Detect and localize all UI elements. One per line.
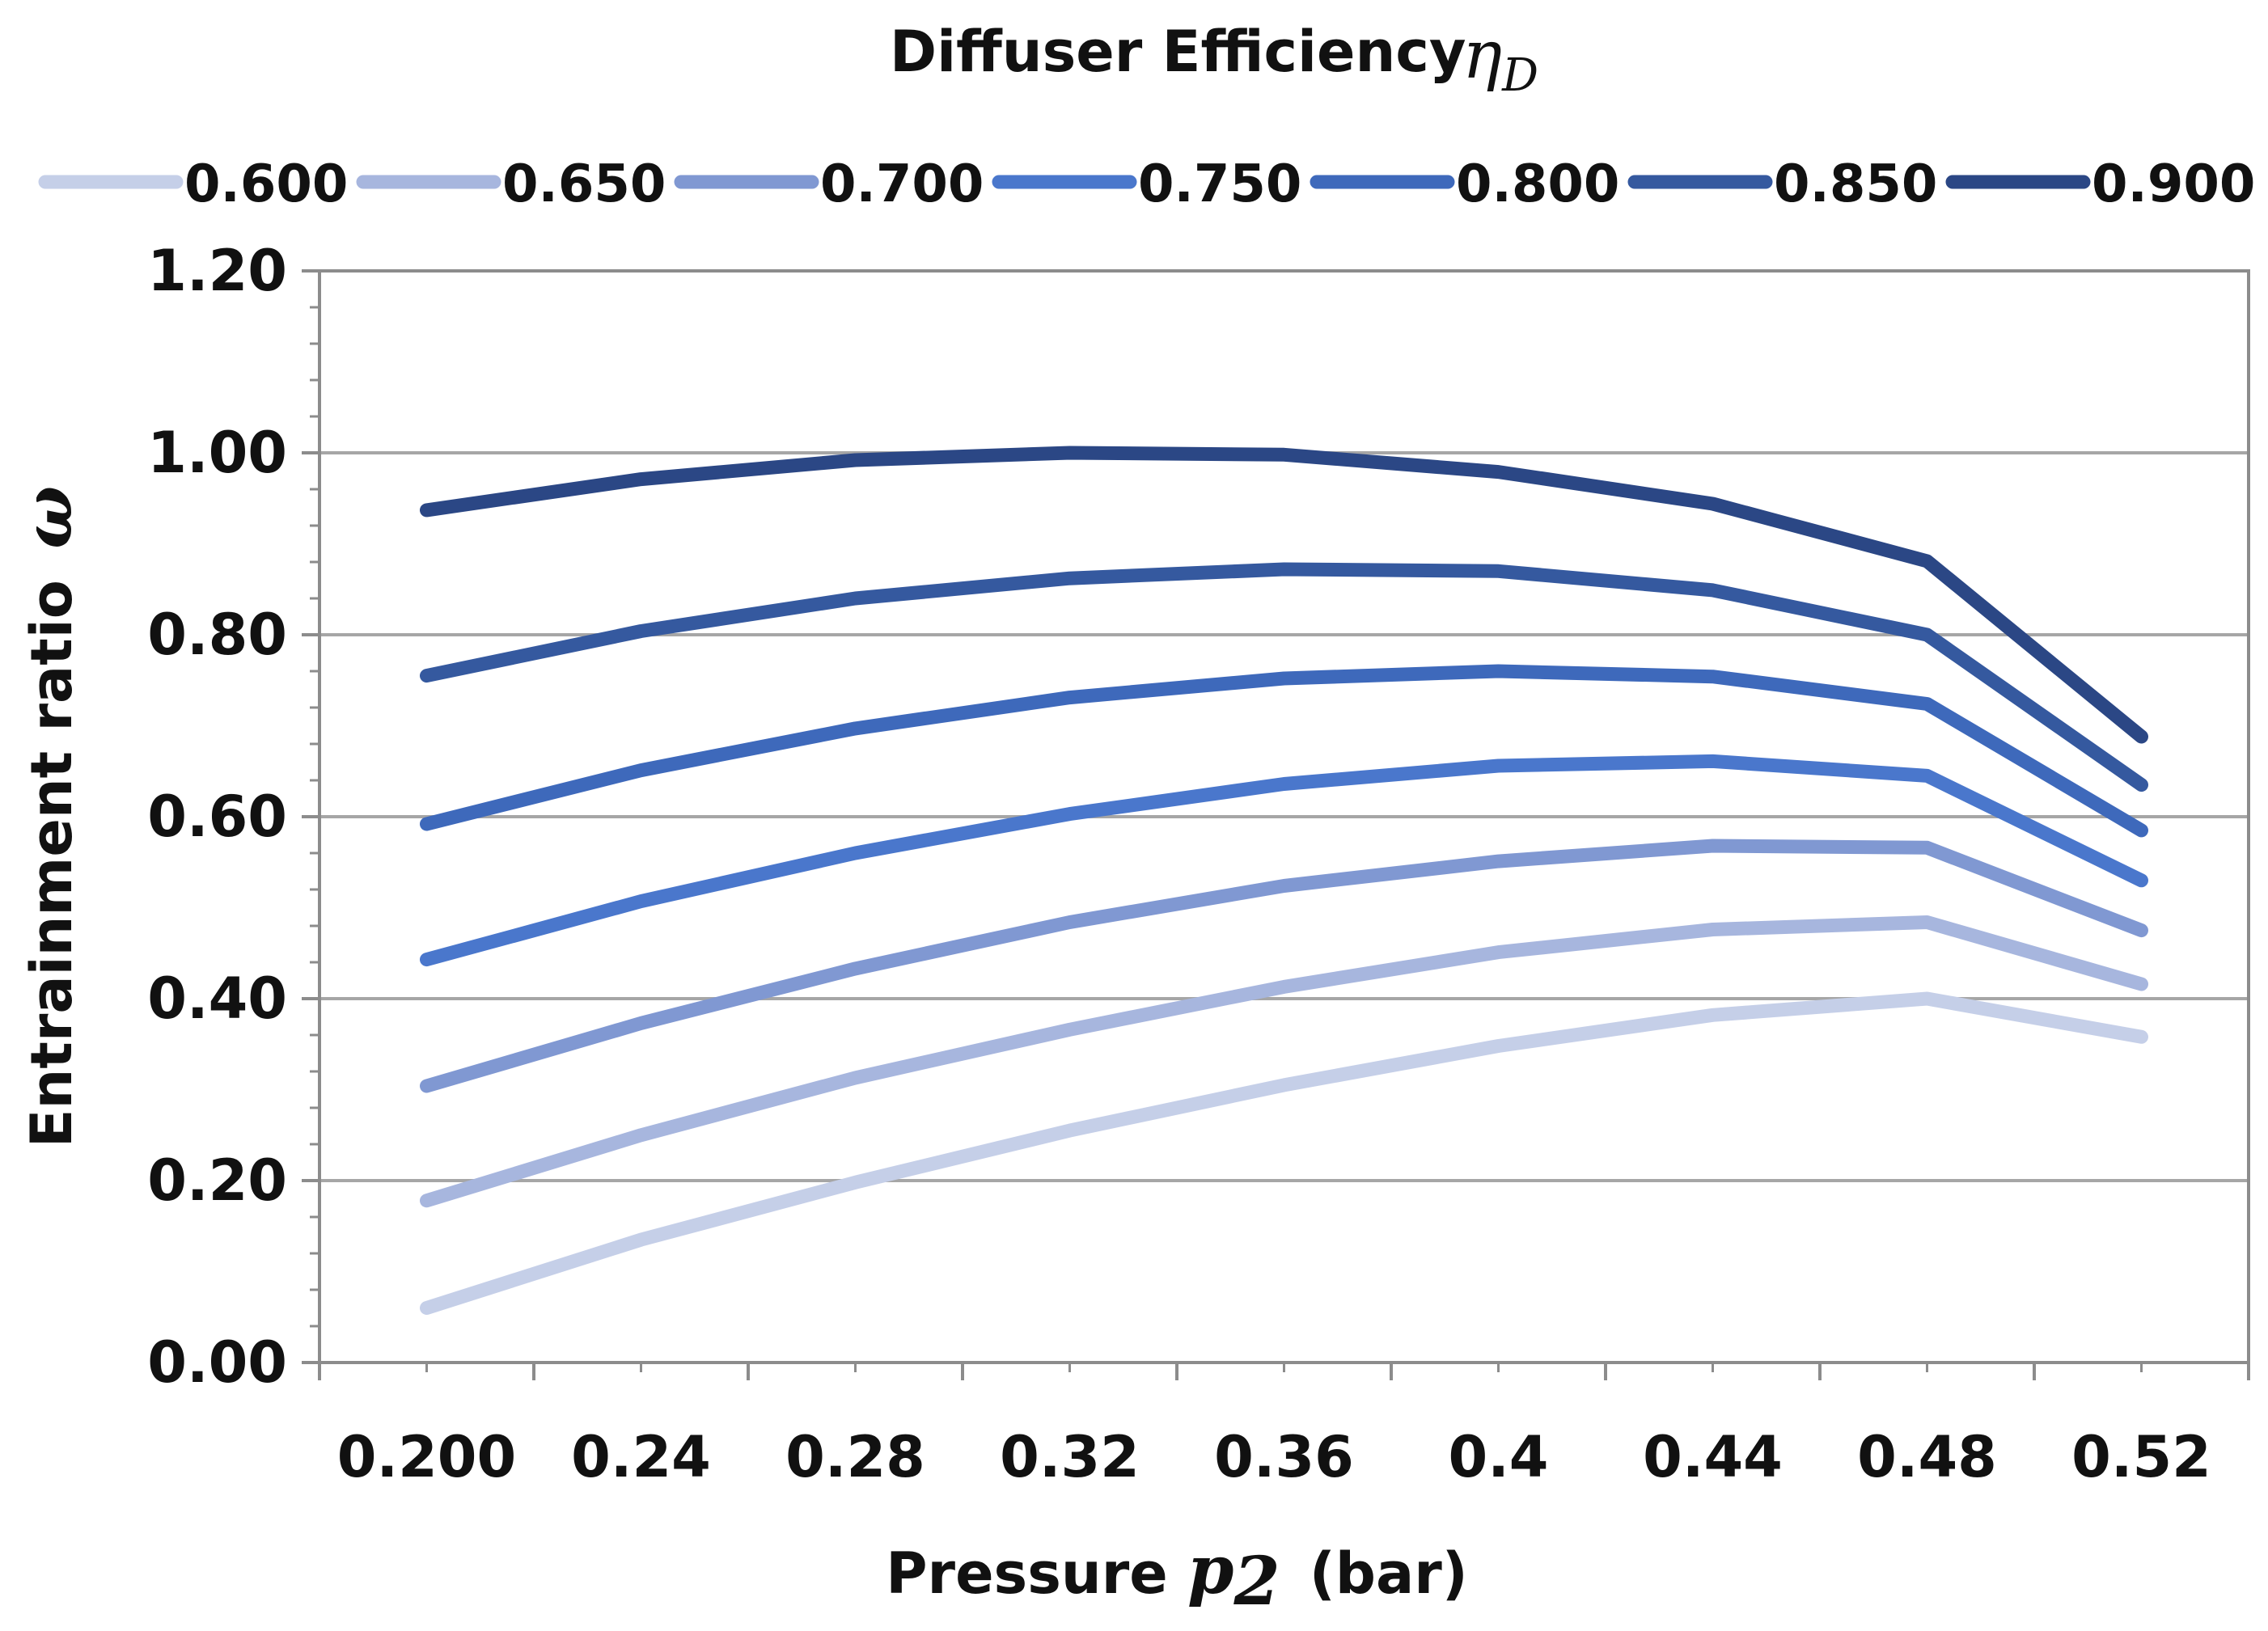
- x-axis-title-prefix: Pressure: [886, 1540, 1167, 1607]
- legend-label-0.850: 0.850: [1774, 154, 1937, 214]
- legend-label-0.650: 0.650: [502, 154, 666, 214]
- series-line-0.850: [420, 562, 2148, 792]
- y-tick-label-0.20: 0.20: [147, 1147, 287, 1214]
- legend-label-0.900: 0.900: [2092, 154, 2255, 214]
- legend-title-symbol-sub: D: [1501, 49, 1538, 102]
- legend: 0.600 0.650 0.700 0.750 0.800 0.850 0.900: [38, 154, 2255, 214]
- x-tick-label-0.48: 0.48: [1857, 1424, 1997, 1490]
- legend-label-0.700: 0.700: [820, 154, 984, 214]
- y-tick-label-0.40: 0.40: [147, 966, 287, 1032]
- y-axis-title-text: Entrainment ratio: [19, 580, 85, 1147]
- legend-title: Diffuser Efficiency: [890, 19, 1466, 85]
- x-axis-symbol-sub: 2: [1233, 1543, 1280, 1620]
- x-tick-label-0.52: 0.52: [2071, 1424, 2211, 1490]
- series-line-0.750: [420, 754, 2148, 967]
- series-group: [420, 446, 2148, 1315]
- x-axis-symbol: p: [1187, 1532, 1233, 1609]
- y-axis-title: Entrainment ratio ω: [10, 486, 87, 1148]
- y-axis: 0.00 0.20 0.40 0.60 0.80 1.00 1.20: [147, 238, 319, 1396]
- x-tick-label-0.32: 0.32: [1000, 1424, 1140, 1490]
- series-line-0.700: [420, 839, 2148, 1093]
- y-tick-label-0.60: 0.60: [147, 784, 287, 850]
- legend-title-symbol-eta: η: [1462, 17, 1502, 94]
- y-tick-label-0.00: 0.00: [147, 1329, 287, 1396]
- legend-label-0.800: 0.800: [1456, 154, 1619, 214]
- legend-label-0.750: 0.750: [1138, 154, 1301, 214]
- x-tick-label-0.44: 0.44: [1643, 1424, 1783, 1490]
- y-tick-label-0.80: 0.80: [147, 602, 287, 668]
- y-tick-label-1.00: 1.00: [147, 420, 287, 486]
- x-axis: 0.200 0.24 0.28 0.32 0.36 0.4 0.44 0.48 0.52: [318, 1363, 2250, 1490]
- x-tick-label-0.200: 0.200: [337, 1424, 516, 1490]
- legend-label-0.600: 0.600: [184, 154, 348, 214]
- y-axis-symbol: ω: [10, 486, 87, 549]
- x-axis-title-suffix: (bar): [1310, 1540, 1468, 1607]
- x-tick-label-0.28: 0.28: [785, 1424, 925, 1490]
- x-tick-label-0.36: 0.36: [1214, 1424, 1354, 1490]
- series-line-0.650: [420, 915, 2148, 1208]
- x-axis-title: Pressure p2 (bar): [886, 1532, 1467, 1620]
- series-line-0.900: [420, 446, 2148, 744]
- series-line-0.600: [420, 991, 2148, 1315]
- x-tick-label-0.24: 0.24: [571, 1424, 711, 1490]
- gridlines: [319, 451, 2249, 1182]
- y-tick-label-1.20: 1.20: [147, 238, 287, 304]
- legend-title-symbol: ηD: [1462, 17, 1538, 102]
- x-tick-label-0.4: 0.4: [1448, 1424, 1548, 1490]
- series-line-0.800: [420, 664, 2148, 838]
